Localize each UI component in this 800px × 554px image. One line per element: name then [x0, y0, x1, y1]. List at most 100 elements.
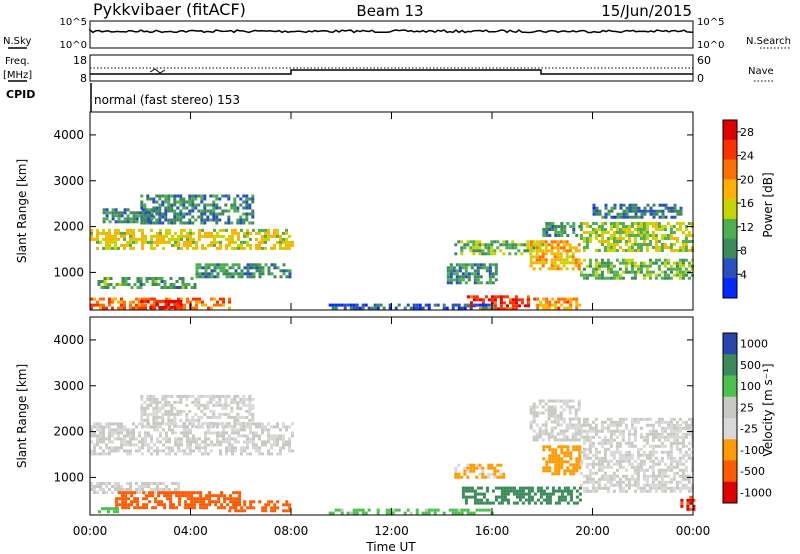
power-cell — [535, 249, 539, 253]
power-cell — [499, 243, 503, 247]
velocity-cell — [111, 434, 114, 438]
velocity-cell — [627, 444, 631, 448]
power-cell — [261, 228, 264, 232]
power-cell — [90, 303, 93, 307]
velocity-colorbar-tick: -100 — [740, 444, 765, 457]
velocity-cell — [548, 460, 552, 464]
velocity-cell — [527, 501, 531, 505]
power-cell — [120, 303, 123, 307]
velocity-cell — [551, 492, 555, 496]
power-cell — [651, 231, 655, 234]
power-cell — [630, 276, 634, 280]
power-cell — [565, 249, 569, 253]
velocity-cell — [621, 417, 625, 421]
power-cell — [536, 297, 540, 301]
velocity-cell — [99, 428, 102, 432]
power-cell — [654, 222, 658, 225]
velocity-cell — [545, 495, 549, 499]
velocity-cell — [606, 423, 610, 427]
velocity-cell — [491, 489, 495, 493]
power-cell — [203, 197, 207, 201]
velocity-cell — [478, 463, 482, 467]
power-cell — [612, 243, 616, 246]
power-cell — [258, 275, 262, 279]
power-cell — [458, 278, 462, 282]
velocity-cell — [547, 405, 551, 409]
power-cell — [120, 234, 123, 238]
velocity-cell — [224, 403, 228, 407]
velocity-cell — [500, 498, 504, 502]
power-cell — [188, 221, 192, 225]
power-cell — [117, 211, 121, 215]
velocity-cell — [479, 486, 483, 490]
velocity-cell — [236, 403, 240, 407]
velocity-cell — [156, 485, 159, 488]
velocity-cell — [544, 423, 548, 427]
power-cell — [449, 275, 453, 279]
power-cell — [681, 249, 685, 252]
power-cell — [255, 263, 259, 267]
power-cell — [279, 240, 282, 244]
power-cell — [603, 240, 607, 243]
power-cell — [412, 303, 416, 307]
velocity-cell — [185, 394, 189, 398]
power-cell — [642, 237, 646, 240]
velocity-cell — [475, 508, 479, 512]
velocity-cell — [248, 394, 252, 398]
velocity-cell — [594, 447, 598, 451]
power-cell — [216, 246, 219, 250]
power-cell — [285, 237, 288, 241]
velocity-cell — [606, 438, 610, 442]
velocity-cell — [571, 423, 575, 427]
velocity-cell — [597, 450, 601, 454]
power-cell — [565, 258, 569, 262]
velocity-cell — [96, 422, 99, 426]
velocity-cell — [606, 462, 610, 466]
power-cell — [178, 286, 182, 289]
power-cell — [102, 211, 106, 215]
velocity-cell — [633, 480, 637, 484]
velocity-cell — [597, 468, 601, 472]
power-cell — [476, 272, 480, 276]
power-cell — [255, 246, 258, 250]
velocity-cell — [130, 491, 134, 495]
velocity-cell — [575, 457, 579, 461]
power-cell — [242, 206, 246, 210]
power-colorbar-segment — [723, 139, 737, 160]
power-cell — [158, 197, 162, 201]
power-cell — [678, 261, 682, 265]
power-cell — [645, 243, 649, 246]
velocity-cell — [478, 472, 482, 476]
velocity-cell — [645, 432, 649, 436]
velocity-cell — [116, 510, 119, 514]
velocity-cell — [681, 474, 685, 478]
velocity-cell — [669, 453, 673, 457]
velocity-cell — [524, 498, 528, 502]
velocity-cell — [506, 492, 510, 496]
power-cell — [182, 221, 186, 225]
velocity-cell — [150, 440, 153, 444]
velocity-cell — [572, 486, 576, 490]
velocity-cell — [252, 431, 255, 435]
power-cell — [664, 206, 668, 210]
velocity-cell — [678, 489, 682, 493]
velocity-cell — [158, 421, 162, 425]
velocity-cell — [197, 397, 201, 401]
power-cell — [562, 243, 566, 247]
velocity-cell — [687, 474, 691, 478]
power-cell — [114, 228, 117, 232]
power-cell — [264, 246, 267, 250]
velocity-cell — [180, 437, 183, 441]
power-cell — [173, 299, 177, 303]
velocity-cell — [193, 503, 197, 507]
power-cell — [675, 261, 679, 265]
velocity-cell — [563, 498, 567, 502]
power-cell — [541, 240, 545, 244]
power-cell — [571, 258, 575, 262]
power-cell — [188, 212, 192, 216]
velocity-cell — [578, 498, 582, 502]
power-cell — [539, 300, 543, 304]
velocity-cell — [606, 474, 610, 478]
power-cell — [186, 234, 189, 238]
power-cell — [675, 264, 679, 268]
